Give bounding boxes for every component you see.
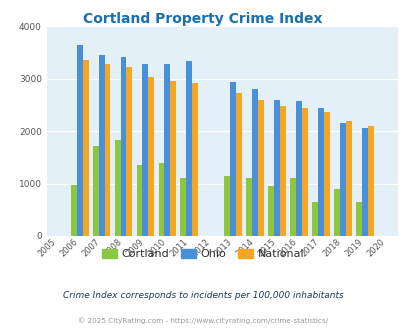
Bar <box>246 178 252 236</box>
Text: Cortland Property Crime Index: Cortland Property Crime Index <box>83 12 322 25</box>
Bar <box>104 64 110 236</box>
Bar <box>317 108 323 236</box>
Text: Crime Index corresponds to incidents per 100,000 inhabitants: Crime Index corresponds to incidents per… <box>62 291 343 300</box>
Bar <box>120 57 126 236</box>
Bar <box>224 176 230 236</box>
Bar <box>355 202 361 236</box>
Bar <box>252 89 258 236</box>
Bar <box>126 67 132 236</box>
Text: © 2025 CityRating.com - https://www.cityrating.com/crime-statistics/: © 2025 CityRating.com - https://www.city… <box>78 317 327 324</box>
Bar <box>164 64 170 236</box>
Bar <box>258 100 263 236</box>
Legend: Cortland, Ohio, National: Cortland, Ohio, National <box>97 244 308 263</box>
Bar <box>345 121 351 236</box>
Bar <box>273 100 279 236</box>
Bar <box>180 178 186 236</box>
Bar <box>311 202 317 236</box>
Bar <box>70 185 77 236</box>
Bar <box>268 186 273 236</box>
Bar <box>142 64 148 236</box>
Bar <box>295 101 301 236</box>
Bar <box>82 60 88 236</box>
Bar <box>148 77 154 236</box>
Bar <box>279 106 286 236</box>
Bar <box>77 45 82 236</box>
Bar <box>323 112 329 236</box>
Bar <box>192 83 198 236</box>
Bar <box>361 128 367 236</box>
Bar <box>367 126 373 236</box>
Bar <box>158 163 164 236</box>
Bar <box>114 140 120 236</box>
Bar <box>236 93 241 236</box>
Bar <box>301 108 307 236</box>
Bar <box>186 61 192 236</box>
Bar <box>136 165 142 236</box>
Bar <box>98 55 104 236</box>
Bar <box>339 123 345 236</box>
Bar <box>230 82 236 236</box>
Bar <box>333 189 339 236</box>
Bar <box>290 178 295 236</box>
Bar <box>170 81 176 236</box>
Bar <box>92 146 98 236</box>
